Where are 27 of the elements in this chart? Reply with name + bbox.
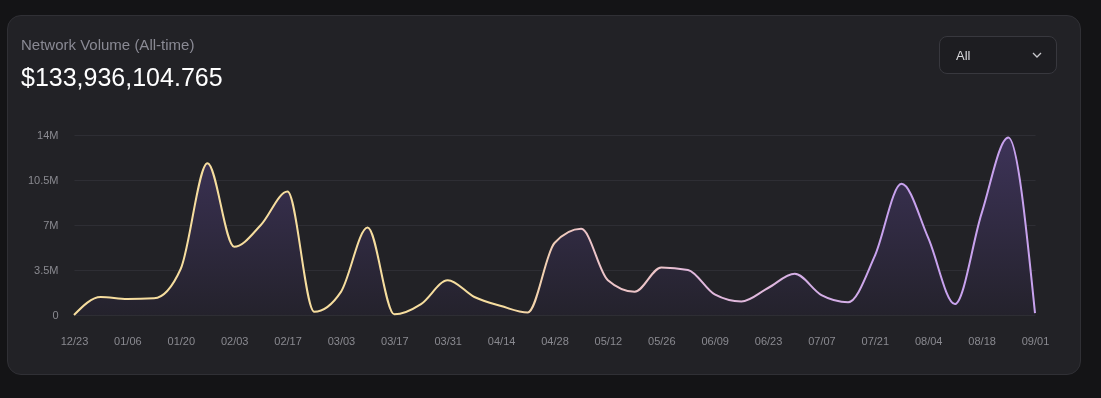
chart-title: Network Volume (All-time) [21, 36, 195, 53]
y-tick-label: 0 [52, 308, 59, 321]
x-tick-label: 05/12 [594, 334, 623, 347]
x-tick-label: 07/07 [808, 334, 836, 347]
x-tick-label: 02/17 [274, 334, 302, 347]
y-tick-label: 3.5M [34, 263, 59, 276]
chart-subtitle: $133,936,104.765 [21, 63, 223, 92]
x-tick-label: 07/21 [861, 334, 890, 347]
x-tick-label: 04/14 [487, 334, 516, 347]
x-tick-label: 02/03 [220, 334, 249, 347]
x-tick-label: 04/28 [541, 334, 569, 347]
x-tick-label: 05/26 [648, 334, 676, 347]
x-tick-label: 06/09 [701, 334, 729, 347]
x-tick-label: 08/18 [968, 334, 996, 347]
x-tick-label: 08/04 [914, 334, 943, 347]
x-tick-label: 06/23 [754, 334, 783, 347]
x-tick-label: 09/01 [1021, 334, 1050, 347]
x-tick-label: 12/23 [60, 334, 89, 347]
y-tick-label: 10.5M [27, 173, 59, 186]
dropdown: All [939, 36, 1057, 74]
x-tick-label: 01/06 [114, 334, 142, 347]
x-tick-label: 03/03 [327, 334, 356, 347]
x-tick-label: 03/31 [434, 334, 462, 347]
y-tick-label: 14M [37, 128, 59, 141]
y-tick-label: 7M [43, 218, 59, 231]
x-tick-label: 03/17 [381, 334, 409, 347]
x-tick-label: 01/20 [167, 334, 196, 347]
